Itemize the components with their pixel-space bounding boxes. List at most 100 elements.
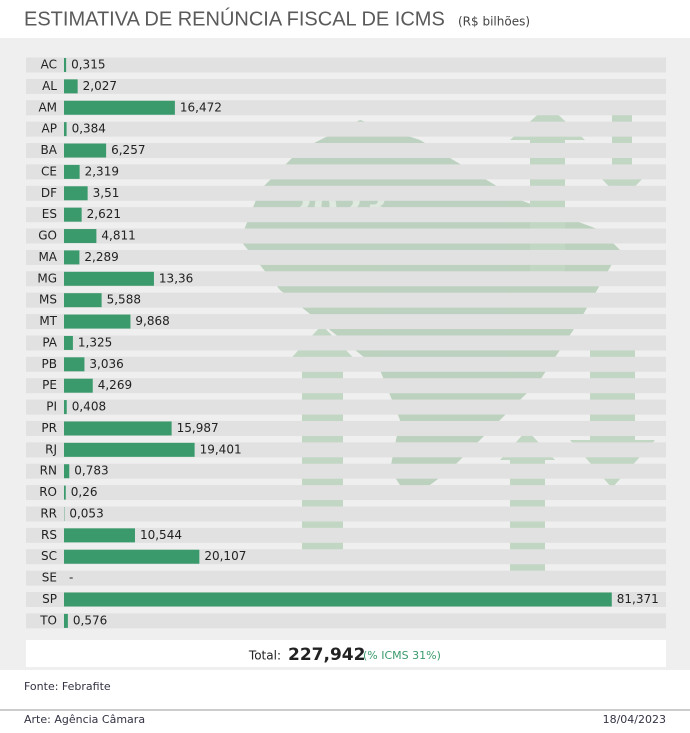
- total-label: Total:: [248, 649, 281, 663]
- bar: [64, 101, 175, 115]
- value-label: 5,588: [107, 293, 141, 307]
- value-label: 4,811: [101, 229, 135, 243]
- bar: [64, 122, 67, 136]
- bar: [64, 250, 79, 264]
- row-band: [26, 613, 666, 628]
- row-band: [26, 164, 666, 179]
- value-label: -: [69, 571, 73, 585]
- bar: [64, 614, 68, 628]
- bar: [64, 58, 66, 72]
- value-label: 0,576: [73, 613, 107, 627]
- category-label: PB: [42, 357, 57, 371]
- bar: [64, 443, 195, 457]
- value-label: 0,384: [72, 122, 106, 136]
- category-label: PE: [42, 378, 57, 392]
- category-label: MG: [37, 271, 57, 285]
- category-label: MA: [38, 250, 57, 264]
- credit: Arte: Agência Câmara: [24, 713, 145, 726]
- category-label: AC: [41, 58, 57, 72]
- value-label: 3,036: [89, 357, 123, 371]
- value-label: 2,621: [87, 207, 121, 221]
- value-label: 0,315: [71, 58, 105, 72]
- category-label: RN: [40, 464, 57, 478]
- value-label: 4,269: [98, 378, 132, 392]
- bar: [64, 144, 106, 158]
- value-label: 15,987: [177, 421, 219, 435]
- bar: [64, 336, 73, 350]
- category-label: AM: [38, 100, 57, 114]
- bar: [64, 229, 96, 243]
- row-band: [26, 186, 666, 201]
- chart-title: ESTIMATIVA DE RENÚNCIA FISCAL DE ICMS: [24, 7, 445, 30]
- bar: [64, 550, 199, 564]
- value-label: 0,26: [71, 485, 98, 499]
- value-label: 6,257: [111, 143, 145, 157]
- value-label: 10,544: [140, 528, 182, 542]
- value-label: 2,027: [83, 79, 117, 93]
- value-label: 19,401: [200, 442, 242, 456]
- row-band: [26, 571, 666, 586]
- category-label: TO: [39, 613, 57, 627]
- row-band: [26, 400, 666, 415]
- category-label: SC: [41, 549, 57, 563]
- category-label: PI: [46, 400, 57, 414]
- bar: [64, 165, 80, 179]
- category-label: BA: [41, 143, 58, 157]
- category-label: AP: [42, 122, 57, 136]
- category-label: ES: [42, 207, 57, 221]
- row-band: [26, 58, 666, 73]
- bar: [64, 400, 67, 414]
- row-band: [26, 250, 666, 265]
- bar: [64, 593, 612, 607]
- category-label: CE: [41, 164, 57, 178]
- value-label: 2,319: [85, 164, 119, 178]
- category-label: PR: [41, 421, 57, 435]
- category-label: GO: [38, 229, 57, 243]
- bar: [64, 293, 102, 307]
- total-note: (% ICMS 31%): [363, 649, 441, 662]
- category-label: SE: [42, 571, 57, 585]
- bar: [64, 464, 69, 478]
- chart-subtitle: (R$ bilhões): [458, 15, 530, 29]
- value-label: 2,289: [84, 250, 118, 264]
- category-label: RO: [39, 485, 57, 499]
- category-label: SP: [42, 592, 57, 606]
- row-band: [26, 207, 666, 222]
- bar: [64, 208, 82, 222]
- value-label: 1,325: [78, 335, 112, 349]
- row-band: [26, 485, 666, 500]
- row-band: [26, 335, 666, 350]
- category-label: PA: [42, 335, 57, 349]
- value-label: 3,51: [93, 186, 120, 200]
- bar: [64, 357, 84, 371]
- value-label: 16,472: [180, 100, 222, 114]
- bar: [64, 315, 130, 329]
- category-label: RR: [40, 506, 57, 520]
- date: 18/04/2023: [603, 713, 666, 726]
- value-label: 20,107: [204, 549, 246, 563]
- bar: [64, 379, 93, 393]
- value-label: 0,783: [74, 464, 108, 478]
- category-label: RS: [41, 528, 57, 542]
- row-band: [26, 79, 666, 94]
- category-label: RJ: [45, 442, 57, 456]
- category-label: DF: [41, 186, 57, 200]
- row-band: [26, 122, 666, 137]
- row-band: [26, 464, 666, 479]
- bar: [64, 421, 172, 435]
- category-label: AL: [42, 79, 57, 93]
- bar: [64, 272, 154, 286]
- row-band: [26, 506, 666, 521]
- category-label: MS: [39, 293, 57, 307]
- category-label: MT: [39, 314, 57, 328]
- value-label: 0,408: [72, 400, 106, 414]
- bar: [64, 486, 66, 500]
- value-label: 0,053: [69, 506, 103, 520]
- source: Fonte: Febrafite: [24, 680, 111, 693]
- value-label: 81,371: [617, 592, 659, 606]
- value-label: 13,36: [159, 271, 193, 285]
- bar: [64, 528, 135, 542]
- bar: [64, 186, 88, 200]
- bar: [64, 79, 78, 93]
